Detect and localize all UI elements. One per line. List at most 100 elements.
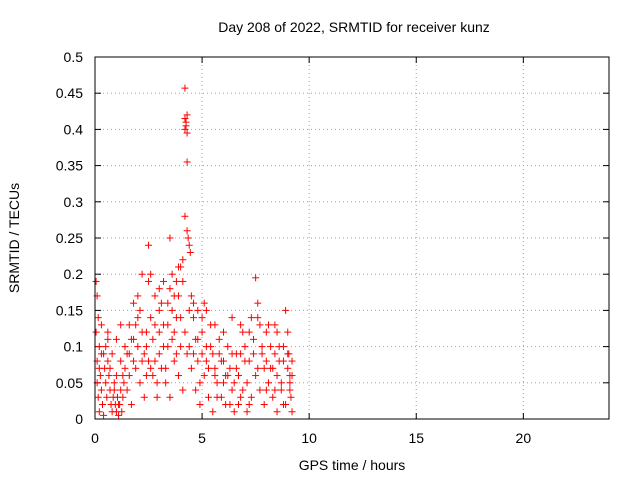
data-point [145,277,153,285]
data-point [117,321,125,329]
data-point [190,299,198,307]
data-point [252,372,260,380]
data-point [245,401,253,409]
data-point [211,372,219,380]
data-point [168,306,176,314]
data-point [237,321,245,329]
data-point [187,364,195,372]
data-point [170,328,178,336]
data-point [177,343,185,351]
y-tick-label: 0.05 [56,375,83,391]
data-point [172,314,180,322]
data-point [181,125,189,133]
data-point [273,372,281,380]
data-point [228,350,236,358]
data-point [185,306,193,314]
data-point [213,379,221,387]
data-point [288,357,296,365]
data-point [117,357,125,365]
data-point [288,408,296,416]
data-point [284,328,292,336]
data-point [147,364,155,372]
data-point [258,343,266,351]
data-point [97,386,105,394]
data-point [104,335,112,343]
data-point [170,292,178,300]
data-point [130,299,138,307]
data-point [95,408,103,416]
data-point [115,401,123,409]
data-point [172,350,180,358]
data-point [185,241,193,249]
data-point [121,364,129,372]
data-point [277,379,285,387]
data-point [110,386,118,394]
data-points [92,84,296,419]
data-point [187,292,195,300]
data-point [136,379,144,387]
data-point [118,408,126,416]
data-point [264,321,272,329]
data-point [125,350,133,358]
data-point [168,270,176,278]
data-point [138,357,146,365]
data-point [196,379,204,387]
data-point [155,328,163,336]
data-point [232,364,240,372]
data-point [198,314,206,322]
data-point [112,335,120,343]
data-point [155,350,163,358]
data-point [112,372,120,380]
tick-labels: 0 0.05 0.1 0.15 0.2 0.25 0.3 0.35 0.4 0.45 0.5 0 5 10… [56,49,532,446]
data-point [181,212,189,220]
y-tick-label: 0.2 [64,266,84,282]
data-point [119,372,127,380]
data-point [164,343,172,351]
data-point [267,343,275,351]
data-point [119,393,127,401]
data-point [215,335,223,343]
data-point [132,321,140,329]
data-point [205,393,213,401]
data-point [254,364,262,372]
data-point [275,343,283,351]
data-point [194,357,202,365]
data-point [284,364,292,372]
data-point [183,227,191,235]
data-point [241,343,249,351]
data-point [100,411,108,419]
data-point [262,328,270,336]
data-point [179,277,187,285]
data-point [153,393,161,401]
data-point [170,357,178,365]
data-point [249,350,257,358]
x-tick-label: 0 [91,430,99,446]
data-point [271,386,279,394]
data-point [181,84,189,92]
data-point [226,364,234,372]
data-point [194,306,202,314]
data-point [95,364,103,372]
data-point [183,111,191,119]
x-tick-label: 20 [516,430,532,446]
y-tick-label: 0.35 [56,158,83,174]
data-point [282,401,290,409]
x-tick-label: 5 [198,430,206,446]
data-point [217,393,225,401]
data-point [96,372,104,380]
data-point [237,350,245,358]
x-tick-label: 15 [408,430,424,446]
data-point [130,335,138,343]
data-point [110,379,118,387]
data-point [140,350,148,358]
data-point [175,372,183,380]
data-point [220,357,227,365]
data-point [286,386,294,394]
y-tick-label: 0.25 [56,230,83,246]
data-point [215,350,223,358]
data-point [262,386,270,394]
y-tick-label: 0.5 [64,49,84,65]
data-point [209,408,217,416]
y-tick-label: 0.3 [64,194,84,210]
chart-title: Day 208 of 2022, SRMTID for receiver kun… [218,19,490,35]
